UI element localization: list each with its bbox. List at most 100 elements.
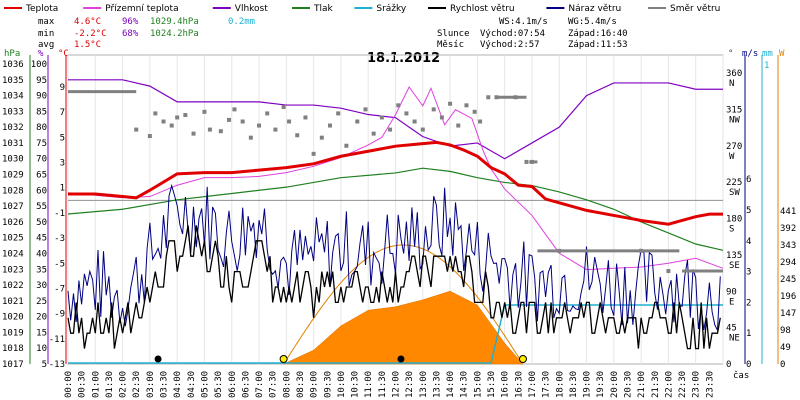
- celsius-tick: 1: [60, 184, 65, 194]
- sun-marker: [279, 355, 288, 363]
- stats-min-hum: 68%: [122, 29, 139, 39]
- stats-min-label: min: [38, 29, 54, 39]
- wind-direction-point: [666, 269, 671, 274]
- celsius-tick: 7: [60, 108, 65, 118]
- celsius-tick: -13: [49, 360, 65, 370]
- hpa-unit: hPa: [4, 49, 20, 59]
- radiation-area: [283, 290, 524, 365]
- celsius-tick: -5: [54, 259, 65, 269]
- celsius-tick: 3: [60, 159, 65, 169]
- hpa-tick: 1034: [2, 92, 24, 102]
- percent-tick: 25: [36, 297, 47, 307]
- ms-tick: 1: [746, 329, 751, 339]
- hpa-tick: 1031: [2, 139, 24, 149]
- celsius-tick: -11: [49, 335, 65, 345]
- wind-direction-point: [257, 123, 262, 128]
- percent-tick: 70: [36, 155, 47, 165]
- x-tick-label: 04:30: [187, 371, 197, 398]
- x-tick-label: 08:30: [296, 371, 306, 398]
- percent-tick: 40: [36, 249, 47, 259]
- x-tick-label: 01:30: [105, 371, 115, 398]
- hpa-tick: 1028: [2, 186, 24, 196]
- wind-direction-point: [524, 159, 529, 164]
- ms-tick: 0: [746, 360, 751, 370]
- celsius-tick: -7: [54, 284, 65, 294]
- hpa-tick: 1027: [2, 202, 24, 212]
- legend-label: Srážky: [376, 4, 407, 14]
- x-tick-label: 13:00: [419, 371, 429, 398]
- stats-avg-label: avg: [38, 40, 54, 50]
- x-tick-label: 16:00: [501, 371, 511, 398]
- stats-max-temp: 4.6°C: [74, 17, 101, 27]
- direction-label: S: [729, 225, 734, 235]
- wind-direction-point: [404, 111, 409, 116]
- x-tick-label: 00:30: [78, 371, 88, 398]
- celsius-unit: °C: [58, 49, 69, 59]
- mm-tick: 1: [764, 61, 769, 71]
- hpa-tick: 1022: [2, 281, 24, 291]
- degrees-tick: 315: [726, 105, 742, 115]
- x-tick-label: 05:00: [200, 371, 210, 398]
- axes: hPa1017101810191020102110221023102410251…: [2, 49, 796, 370]
- degrees-tick: 90: [726, 287, 737, 297]
- wind-sun-box: WS:4.1m/s WG:5.4m/s Slunce Východ:07:54 …: [437, 17, 628, 50]
- wind-direction-point: [464, 103, 469, 108]
- percent-tick: 60: [36, 186, 47, 196]
- percent-tick: 20: [36, 313, 47, 323]
- x-tick-label: 11:30: [378, 371, 388, 398]
- wind-direction-point: [388, 127, 393, 132]
- series-rain: [68, 304, 723, 364]
- wind-direction-point: [311, 151, 316, 156]
- stats-max-label: max: [38, 17, 55, 27]
- watt-tick: 0: [780, 360, 785, 370]
- degrees-tick: 225: [726, 178, 742, 188]
- wind-direction-point: [248, 135, 253, 140]
- percent-tick: 85: [36, 107, 47, 117]
- mm-unit: mm: [762, 49, 773, 59]
- percent-tick: 30: [36, 281, 47, 291]
- percent-tick: 80: [36, 123, 47, 133]
- direction-label: E: [729, 297, 734, 307]
- stats-max-press: 1029.4hPa: [150, 17, 199, 27]
- percent-tick: 10: [36, 344, 47, 354]
- x-tick-label: 18:00: [555, 371, 565, 398]
- legend-label: Směr větru: [670, 4, 720, 14]
- stats-min-press: 1024.2hPa: [150, 29, 199, 39]
- x-tick-label: 09:30: [323, 371, 333, 398]
- x-tick-label: 04:00: [173, 371, 183, 398]
- wind-direction-point: [227, 117, 232, 122]
- hpa-tick: 1024: [2, 249, 24, 259]
- ms-tick: 5: [746, 206, 751, 216]
- wind-direction-point: [344, 143, 349, 148]
- watt-unit: W: [779, 49, 785, 59]
- watt-tick: 196: [780, 292, 796, 302]
- moon-label: Měsíc: [437, 40, 464, 50]
- degrees-tick: 180: [726, 215, 742, 225]
- wind-direction-point: [355, 119, 360, 124]
- wind-direction-point: [218, 129, 223, 134]
- hpa-tick: 1032: [2, 123, 24, 133]
- x-tick-label: 00:00: [64, 371, 74, 398]
- wind-direction-point: [295, 133, 300, 138]
- degrees-tick: 0: [726, 360, 731, 370]
- celsius-tick: -9: [54, 310, 65, 320]
- wind-direction-point: [328, 123, 332, 128]
- wind-direction-point: [169, 123, 174, 128]
- stats-avg-temp: 1.5°C: [74, 40, 101, 50]
- wind-direction-point: [448, 101, 453, 106]
- x-tick-label: 22:30: [678, 371, 688, 398]
- watt-tick: 147: [780, 309, 796, 319]
- wind-direction-point: [439, 115, 444, 120]
- wind-direction-point: [478, 119, 483, 124]
- stats-max-rain: 0.2mm: [228, 17, 255, 27]
- degrees-tick: 270: [726, 142, 742, 152]
- x-tick-label: 10:00: [337, 371, 347, 398]
- wind-wg: WG:5.4m/s: [568, 17, 617, 27]
- x-tick-label: 01:00: [91, 371, 101, 398]
- legend-label: Náraz větru: [568, 4, 621, 14]
- hpa-tick: 1021: [2, 297, 24, 307]
- direction-label: W: [729, 152, 735, 162]
- percent-tick: 5: [42, 360, 47, 370]
- degrees-tick: 45: [726, 324, 737, 334]
